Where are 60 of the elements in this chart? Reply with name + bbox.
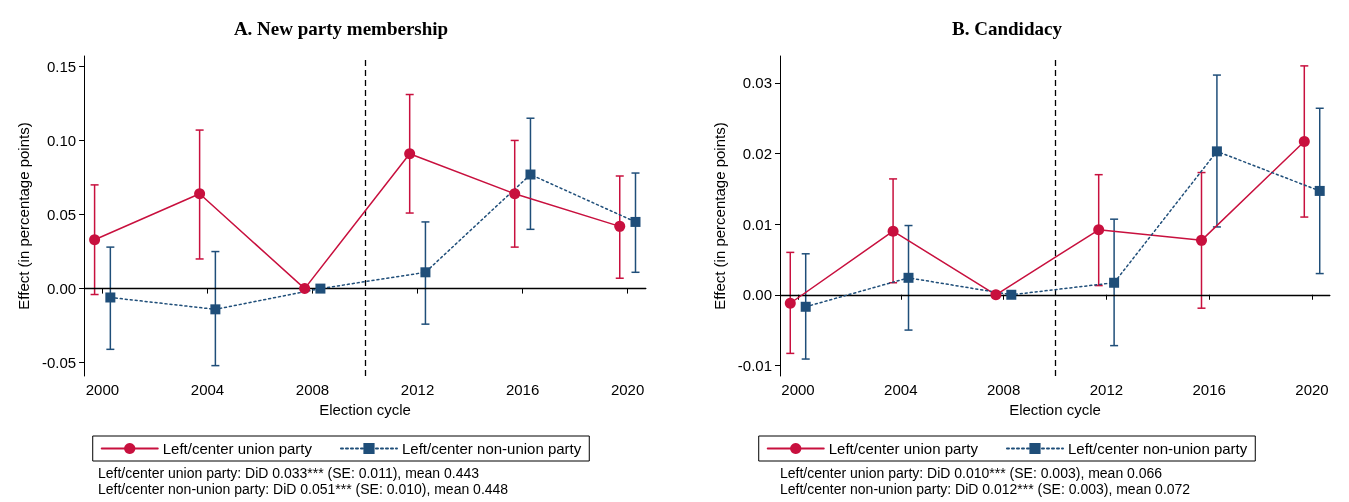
y-tick-label: 0.01: [742, 215, 772, 233]
point: [614, 220, 626, 232]
x-tick-label: 2016: [1192, 381, 1226, 398]
x-tick-label: 2020: [610, 381, 645, 398]
point: [903, 272, 914, 283]
text: Left/center union party: DiD 0.010*** (SE: 0.003), mean 0.066: [780, 465, 1163, 481]
x-axis-title: Election cycle: [1009, 400, 1101, 418]
x-tick-label: 2012: [400, 381, 435, 398]
x-tick-label: 2008: [986, 381, 1021, 398]
point: [1314, 185, 1325, 196]
y-tick-label: 0.02: [742, 144, 772, 162]
legend-label: Left/center non-union party: [401, 440, 582, 457]
x-tick-label: 2004: [884, 381, 918, 398]
point: [105, 292, 116, 303]
chart-title: A. New party membership: [233, 18, 449, 39]
point: [887, 225, 899, 237]
point: [525, 169, 536, 180]
text: Left/center non-union party: DiD 0.012*** (SE: 0.003), mean 0.072: [780, 481, 1191, 497]
point: [800, 301, 811, 312]
y-axis-title: Effect (in percentage points): [710, 122, 728, 310]
legend-label: Left/center union party: [162, 440, 313, 457]
point: [420, 267, 431, 278]
text: Left/center non-union party: DiD 0.051*** (SE: 0.010), mean 0.448: [98, 481, 509, 497]
y-tick-label: 0.03: [742, 74, 772, 92]
point: [1298, 135, 1310, 147]
point: [210, 304, 221, 315]
y-tick-label: -0.05: [41, 354, 77, 372]
point: [1093, 224, 1105, 236]
point: [990, 289, 1002, 301]
point: [1006, 289, 1017, 300]
point: [1211, 146, 1222, 157]
legend-label: Left/center union party: [828, 440, 979, 457]
point: [1109, 277, 1120, 288]
chart-title: B. Candidacy: [952, 18, 1063, 39]
x-tick-label: 2000: [85, 381, 120, 398]
point: [315, 283, 326, 294]
point: [194, 188, 206, 200]
point: [784, 297, 796, 309]
x-tick-label: 2008: [295, 381, 330, 398]
y-tick-label: 0.00: [46, 280, 77, 298]
y-tick-label: 0.00: [742, 286, 772, 304]
x-tick-label: 2012: [1089, 381, 1124, 398]
x-tick-label: 2000: [781, 381, 815, 398]
x-tick-label: 2020: [1295, 381, 1329, 398]
point: [404, 148, 416, 160]
x-tick-label: 2016: [505, 381, 540, 398]
point: [1196, 234, 1207, 246]
point: [630, 216, 641, 227]
y-tick-label: 0.15: [46, 57, 77, 75]
legend-label: Left/center non-union party: [1067, 440, 1248, 457]
point: [89, 234, 101, 246]
y-axis-title: Effect (in percentage points): [15, 122, 32, 310]
text: Left/center union party: DiD 0.033*** (SE: 0.011), mean 0.443: [98, 465, 480, 481]
x-axis-title: Election cycle: [319, 400, 411, 418]
x-tick-label: 2004: [190, 381, 225, 398]
y-tick-label: 0.10: [46, 131, 77, 149]
point: [299, 283, 311, 295]
point: [509, 188, 521, 200]
y-tick-label: -0.01: [737, 356, 772, 374]
y-tick-label: 0.05: [46, 206, 77, 224]
